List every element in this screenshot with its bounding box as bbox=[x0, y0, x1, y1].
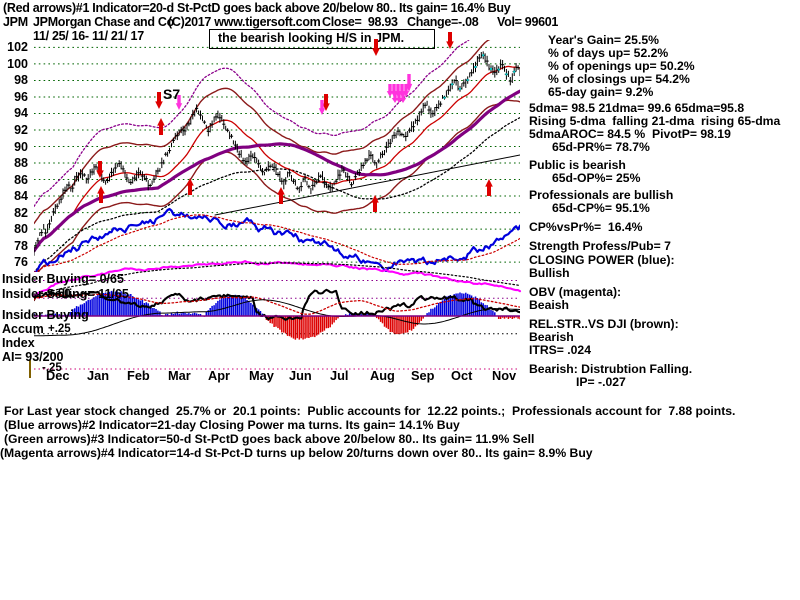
footer-line-1: For Last year stock changed 25.7% or 20.… bbox=[4, 404, 736, 418]
upper-band-line bbox=[34, 40, 491, 225]
s7-annotation: S7 bbox=[163, 86, 181, 102]
stat-dma-trend: Rising 5-dma falling 21-dma rising 65-dm… bbox=[529, 114, 781, 128]
accum-tick-plus25: +.25 bbox=[48, 323, 71, 335]
stat-relstr-title: REL.STR..VS DJI (brown): bbox=[529, 317, 679, 331]
footer-line-3: (Green arrows)#3 Indicator=50-d St-PctD … bbox=[4, 432, 535, 446]
trendline bbox=[214, 154, 520, 216]
price-change: Change=-.08 bbox=[407, 15, 479, 29]
x-axis-tick-nov: Nov bbox=[492, 368, 517, 383]
y-axis-tick-76: 76 bbox=[14, 255, 28, 269]
stat-aroc-pivot: 5dmaAROC= 84.5 % PivotP= 98.19 bbox=[529, 127, 731, 141]
y-axis-tick-80: 80 bbox=[14, 222, 28, 236]
insider-buying-count: Insider Buying= 0/65 bbox=[2, 272, 124, 286]
stat-prof-sentiment: Professionals are bullish bbox=[529, 188, 674, 202]
y-axis-tick-78: 78 bbox=[14, 239, 28, 253]
y-axis-tick-94: 94 bbox=[14, 106, 28, 120]
stat-65day-gain: 65-day gain= 9.2% bbox=[548, 85, 654, 99]
y-axis-tick-82: 82 bbox=[14, 206, 28, 220]
price-bars bbox=[34, 51, 520, 256]
stat-obv-value: Beaish bbox=[529, 298, 569, 312]
lower-dotted-band bbox=[34, 117, 520, 272]
accum-tick-minus25: -.25 bbox=[42, 362, 62, 374]
accum-tick-plus50: +.50 bbox=[48, 288, 71, 300]
accum-label-line1: Insider Buying bbox=[2, 308, 89, 322]
y-axis-tick-90: 90 bbox=[14, 140, 28, 154]
x-axis-tick-feb: Feb bbox=[127, 368, 150, 383]
upper-dotted-band bbox=[34, 40, 470, 208]
y-axis-tick-92: 92 bbox=[14, 123, 28, 137]
y-axis-tick-86: 86 bbox=[14, 173, 28, 187]
x-axis-tick-jan: Jan bbox=[87, 368, 110, 383]
accum-secondary-line bbox=[34, 299, 520, 337]
chart-callout-text: the bearish looking H/S in JPM. bbox=[218, 31, 405, 45]
stat-relstr-value: Bearish bbox=[529, 330, 574, 344]
obv-line bbox=[32, 260, 522, 298]
close-price: Close= 98.93 bbox=[322, 15, 398, 29]
y-axis-tick-88: 88 bbox=[14, 156, 28, 170]
y-axis-tick-100: 100 bbox=[7, 57, 28, 71]
y-axis-tick-84: 84 bbox=[14, 189, 28, 203]
x-axis-tick-apr: Apr bbox=[208, 368, 231, 383]
x-axis-tick-dec: Dec bbox=[46, 368, 70, 383]
x-axis-tick-jul: Jul bbox=[330, 368, 349, 383]
stat-cp-vs-pr: CP%vsPr%= 16.4% bbox=[529, 220, 643, 234]
accum-label-line2: Accum bbox=[2, 322, 44, 336]
y-axis-tick-98: 98 bbox=[14, 73, 28, 87]
stat-ip: IP= -.027 bbox=[576, 375, 626, 389]
insider-selling-count: Insider Selling= 11/65 bbox=[2, 287, 129, 301]
accum-ma-dotted bbox=[34, 293, 520, 315]
stat-closing-power-value: Bullish bbox=[529, 266, 570, 280]
accum-index-value: AI= 93/200 bbox=[2, 350, 64, 364]
ma21-line bbox=[34, 65, 520, 252]
volume: Vol= 99601 bbox=[497, 15, 559, 29]
x-axis-tick-aug: Aug bbox=[370, 368, 395, 383]
stat-pct-days-up: % of days up= 52.2% bbox=[548, 46, 669, 60]
signal-arrows bbox=[96, 32, 493, 212]
stat-strength: Strength Profess/Pub= 7 bbox=[529, 239, 671, 253]
stat-dma-values: 5dma= 98.5 21dma= 99.6 65dma=95.8 bbox=[529, 101, 745, 115]
stat-pct-closings-up: % of closings up= 54.2% bbox=[548, 72, 690, 86]
stat-public-sentiment: Public is bearish bbox=[529, 158, 626, 172]
ma65-line bbox=[34, 89, 520, 253]
obv-ma-dotted bbox=[33, 262, 521, 297]
stat-years-gain: Year's Gain= 25.5% bbox=[548, 33, 659, 47]
footer-line-4: (Magenta arrows)#4 Indicator=14-d St-Pct… bbox=[0, 446, 593, 460]
company-name: JPMorgan Chase and Co bbox=[33, 15, 174, 29]
stat-distribution: Bearish: Distrubtion Falling. bbox=[529, 362, 693, 376]
ticker-symbol: JPM bbox=[3, 15, 28, 29]
x-axis-tick-oct: Oct bbox=[451, 368, 473, 383]
stat-itrs: ITRS= .024 bbox=[529, 343, 591, 357]
accum-label-line3: Index bbox=[2, 336, 35, 350]
stat-pct-openings-up: % of openings up= 50.2% bbox=[548, 59, 695, 73]
footer-line-2: (Blue arrows)#2 Indicator=21-day Closing… bbox=[4, 418, 460, 432]
x-axis-tick-sep: Sep bbox=[411, 368, 435, 383]
chart-callout-box: the bearish looking H/S in JPM. bbox=[209, 29, 435, 49]
stat-closing-power-title: CLOSING POWER (blue): bbox=[529, 253, 675, 267]
y-axis-tick-96: 96 bbox=[14, 90, 28, 104]
y-axis-tick-102: 102 bbox=[7, 40, 28, 54]
copyright-notice: (C)2017 www.tigersoft.com bbox=[168, 15, 321, 29]
x-axis-tick-may: May bbox=[249, 368, 274, 383]
x-axis-tick-mar: Mar bbox=[168, 368, 191, 383]
x-axis-tick-jun: Jun bbox=[289, 368, 312, 383]
lower-band-line bbox=[37, 99, 520, 272]
date-range: 11/ 25/ 16- 11/ 21/ 17 bbox=[33, 29, 144, 43]
stat-65d-cp: 65d-CP%= 95.1% bbox=[552, 201, 650, 215]
stat-65d-op: 65d-OP%= 25% bbox=[552, 171, 641, 185]
stat-65d-pr: 65d-PR%= 78.7% bbox=[552, 140, 650, 154]
indicator-headline: (Red arrows)#1 Indicator=20-d St-PctD go… bbox=[3, 1, 511, 15]
stat-obv-title: OBV (magenta): bbox=[529, 285, 622, 299]
closing-power-ma-dotted bbox=[34, 214, 520, 272]
